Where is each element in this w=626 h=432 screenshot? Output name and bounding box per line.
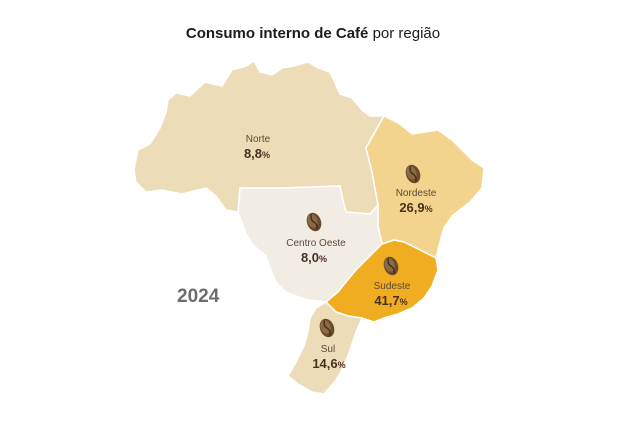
label-centro-oeste-value: 8,0% [301, 250, 327, 265]
coffee-bean-icon [306, 212, 322, 232]
coffee-bean-icon [405, 164, 421, 184]
region-nordeste[interactable] [365, 115, 485, 260]
label-centro-oeste-name: Centro Oeste [286, 238, 346, 249]
chart-title: Consumo interno de Café por região [0, 25, 626, 42]
title-rest: por região [372, 25, 441, 42]
year-label: 2024 [177, 286, 220, 307]
title-bold: Consumo interno de Café [185, 25, 369, 42]
label-sul-value: 14,6% [312, 356, 345, 371]
coffee-bean-icon [319, 318, 335, 338]
label-norte-name: Norte [246, 134, 271, 145]
coffee-bean-icon [383, 256, 399, 276]
region-sudeste[interactable] [324, 239, 439, 323]
label-sul-name: Sul [321, 344, 335, 355]
label-sudeste-name: Sudeste [374, 281, 411, 292]
label-norte-value: 8,8% [244, 146, 270, 161]
region-sul[interactable] [287, 301, 364, 395]
label-sudeste-value: 41,7% [374, 293, 407, 308]
label-nordeste-name: Nordeste [396, 188, 437, 199]
label-nordeste-value: 26,9% [399, 200, 432, 215]
